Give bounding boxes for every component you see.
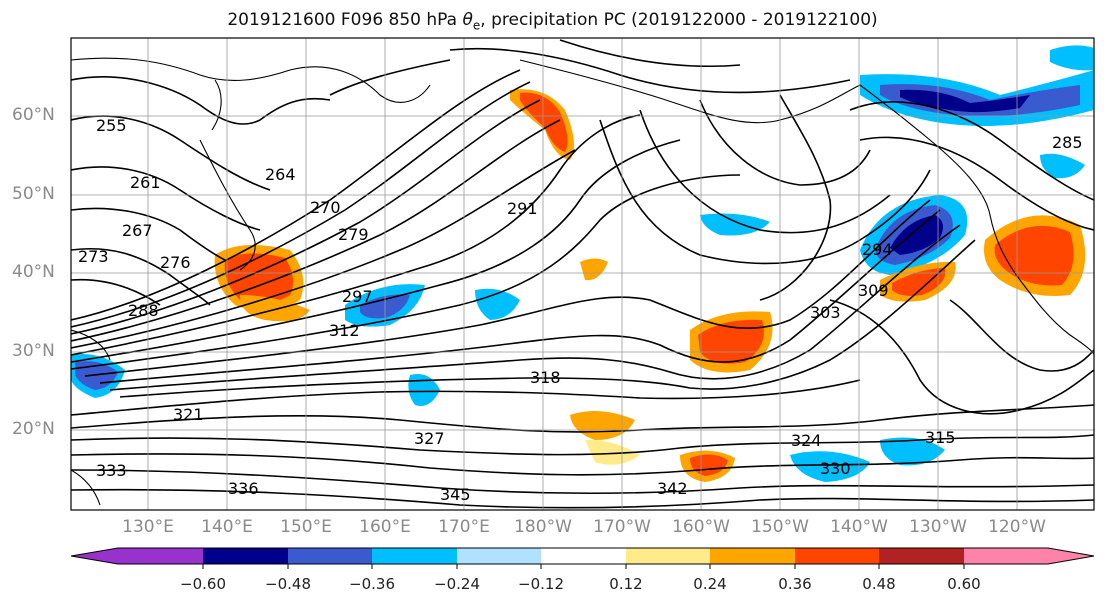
colorbar-tick-label: 0.12 bbox=[609, 575, 643, 593]
colorbar-tick-label: −0.48 bbox=[265, 575, 311, 593]
lon-tick-label: 170°W bbox=[593, 517, 651, 537]
colorbar bbox=[70, 547, 1095, 569]
colorbar-tick-label: 0.60 bbox=[947, 575, 981, 593]
lat-tick-label: 30°N bbox=[12, 341, 55, 361]
colorbar-bin bbox=[457, 548, 541, 564]
contour-label: 321 bbox=[173, 405, 204, 424]
colorbar-bin bbox=[710, 548, 795, 564]
lat-tick-label: 60°N bbox=[12, 105, 55, 125]
contour-label: 327 bbox=[414, 429, 445, 448]
contour-label: 270 bbox=[310, 198, 341, 217]
contour-label: 264 bbox=[265, 165, 296, 184]
contour-label: 345 bbox=[440, 485, 471, 504]
precipitation-shading bbox=[71, 45, 1094, 482]
colorbar-extend-min bbox=[71, 548, 118, 564]
colorbar-bin bbox=[372, 548, 457, 564]
colorbar-bin bbox=[795, 548, 879, 564]
lon-tick-label: 130°W bbox=[909, 517, 967, 537]
colorbar-tick-label: −0.24 bbox=[434, 575, 480, 593]
colorbar-tick-label: 0.48 bbox=[862, 575, 896, 593]
colorbar-extend-max bbox=[1048, 548, 1094, 564]
map-title: 2019121600 F096 850 hPa θe, precipitatio… bbox=[227, 10, 878, 33]
lon-tick-label: 150°E bbox=[280, 517, 332, 537]
map-frame bbox=[70, 37, 1095, 511]
colorbar-bin bbox=[964, 548, 1048, 564]
lat-tick-label: 50°N bbox=[12, 184, 55, 204]
contour-label: 297 bbox=[342, 287, 373, 306]
colorbar-tick-label: −0.12 bbox=[518, 575, 564, 593]
lon-tick-label: 150°W bbox=[751, 517, 809, 537]
contour-label: 312 bbox=[329, 321, 360, 340]
lon-tick-label: 160°E bbox=[359, 517, 411, 537]
colorbar-bin bbox=[626, 548, 710, 564]
colorbar-tick-label: −0.60 bbox=[180, 575, 226, 593]
contour-label: 315 bbox=[925, 428, 956, 447]
colorbar-bin bbox=[879, 548, 964, 564]
lon-tick-label: 130°E bbox=[122, 517, 174, 537]
contour-label: 267 bbox=[122, 221, 153, 240]
colorbar-bin bbox=[203, 548, 288, 564]
coastlines bbox=[71, 57, 1094, 506]
contour-label: 324 bbox=[791, 431, 822, 450]
contour-label: 330 bbox=[820, 459, 851, 478]
contour-label: 336 bbox=[228, 479, 259, 498]
contour-label: 318 bbox=[530, 368, 561, 387]
contour-label: 285 bbox=[1052, 133, 1083, 152]
contour-label: 288 bbox=[128, 301, 159, 320]
colorbar-tick-label: 0.24 bbox=[693, 575, 727, 593]
lon-tick-label: 140°W bbox=[830, 517, 888, 537]
colorbar-bin bbox=[118, 548, 203, 564]
contour-label: 279 bbox=[338, 225, 369, 244]
lon-tick-label: 160°W bbox=[672, 517, 730, 537]
theta-e-contours bbox=[71, 39, 1094, 509]
contour-label: 342 bbox=[657, 479, 688, 498]
colorbar-outline bbox=[70, 547, 1095, 565]
lat-tick-label: 20°N bbox=[12, 419, 55, 439]
contour-label: 261 bbox=[130, 173, 161, 192]
colorbar-tick-label: 0.36 bbox=[778, 575, 812, 593]
contour-label: 333 bbox=[96, 461, 127, 480]
contour-label: 255 bbox=[96, 116, 127, 135]
colorbar-bin bbox=[288, 548, 372, 564]
contour-label: 309 bbox=[858, 281, 889, 300]
lon-tick-label: 180°W bbox=[514, 517, 572, 537]
gridlines bbox=[71, 38, 1094, 510]
lon-tick-label: 120°W bbox=[988, 517, 1046, 537]
lon-tick-label: 170°E bbox=[438, 517, 490, 537]
colorbar-bin bbox=[541, 548, 626, 564]
lat-tick-label: 40°N bbox=[12, 262, 55, 282]
contour-label: 291 bbox=[507, 199, 538, 218]
lon-tick-label: 140°E bbox=[201, 517, 253, 537]
contour-labels: 255 261 264 267 270 273 276 279 285 288 … bbox=[78, 116, 1083, 504]
contour-label: 276 bbox=[160, 253, 191, 272]
contour-label: 294 bbox=[862, 240, 893, 259]
contour-label: 273 bbox=[78, 247, 109, 266]
contour-label: 303 bbox=[810, 303, 841, 322]
colorbar-tick-label: −0.36 bbox=[349, 575, 395, 593]
